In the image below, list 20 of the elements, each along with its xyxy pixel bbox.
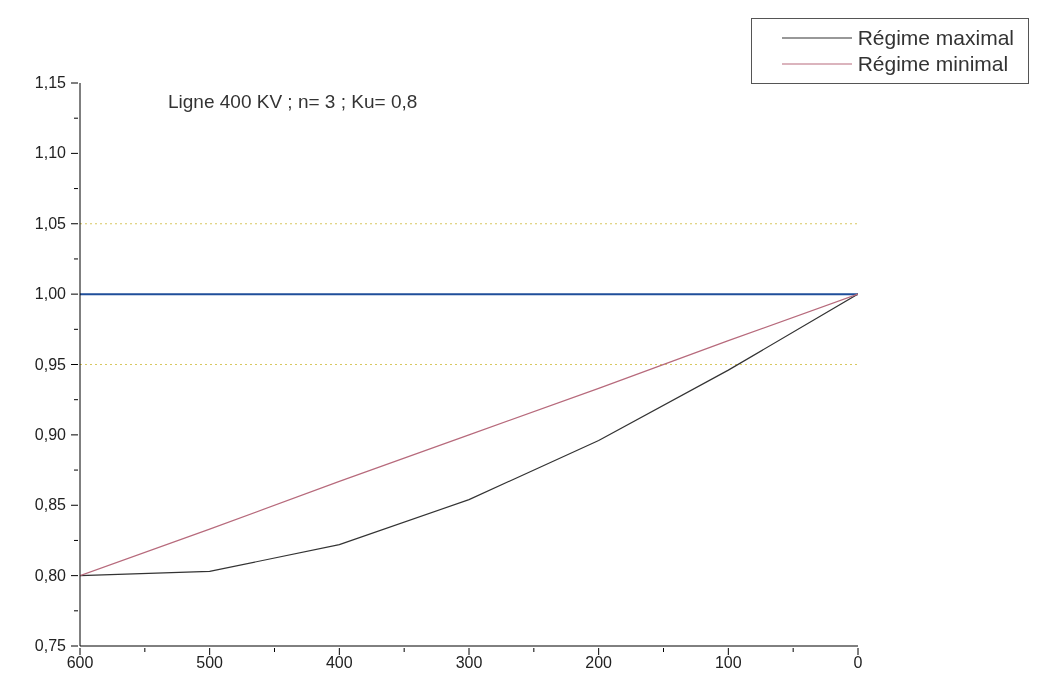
y-tick-label: 0,75: [34, 637, 67, 654]
x-tick-label: 100: [714, 654, 742, 671]
y-tick-label: 1,05: [34, 214, 67, 232]
legend-label: Régime maximal: [857, 25, 1014, 51]
y-tick-label: 0,85: [34, 496, 67, 514]
x-tick-label: 500: [196, 654, 224, 671]
line-series: [80, 293, 858, 577]
y-tick-label: 1,15: [34, 74, 67, 91]
chart-title: Ligne 400 KV ; n= 3 ; Ku= 0,8: [168, 91, 418, 112]
x-tick-label: 300: [455, 654, 483, 671]
y-tick-label: 1,10: [34, 144, 67, 162]
y-tick-label: 0,90: [34, 425, 67, 443]
y-tick-label: 0,80: [34, 566, 67, 584]
x-tick-label: 200: [585, 654, 613, 671]
x-tick-label: 0: [853, 654, 863, 671]
legend-label: Régime minimal: [857, 51, 1009, 77]
x-tick-label: 400: [325, 654, 353, 671]
y-tick-label: 0,95: [34, 355, 67, 373]
y-tick-label: 1,00: [34, 285, 67, 303]
x-tick-label: 600: [66, 654, 94, 671]
